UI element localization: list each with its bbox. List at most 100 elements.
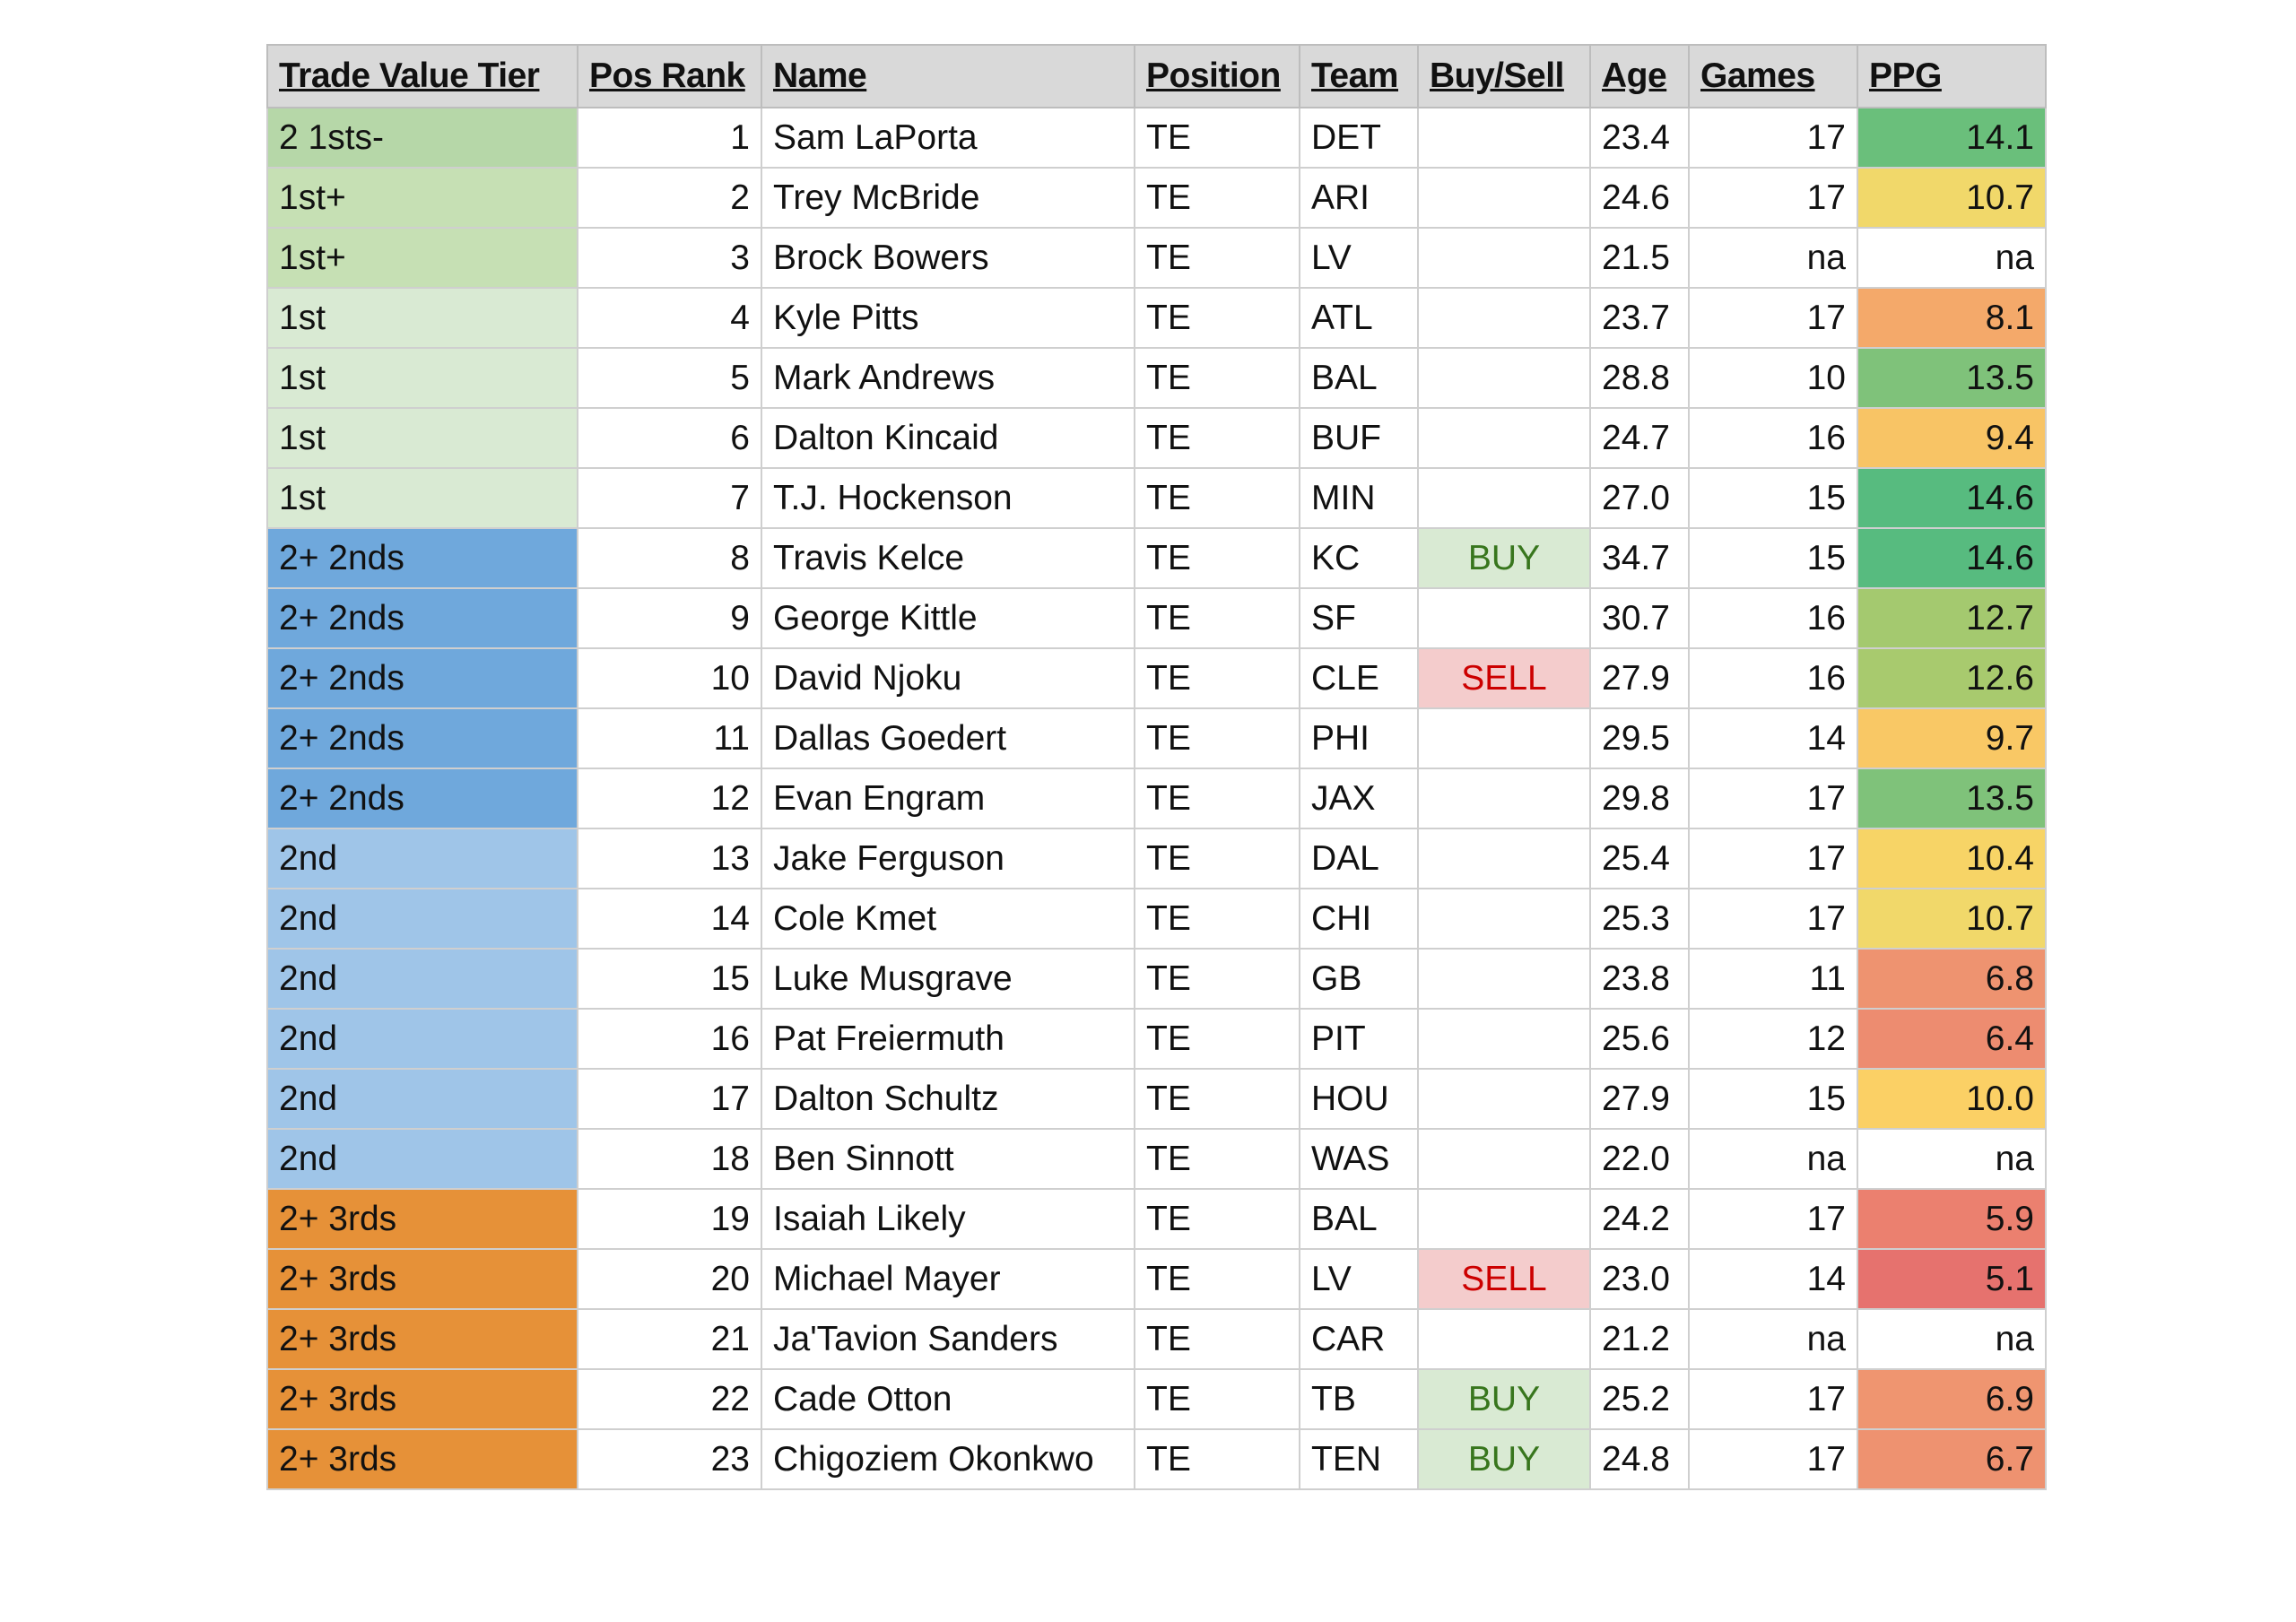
cell-pos-rank: 15 [577, 948, 762, 1010]
cell-position: TE [1134, 768, 1300, 829]
cell-name: Michael Mayer [761, 1248, 1135, 1310]
cell-pos-rank: 14 [577, 888, 762, 950]
cell-buy-sell: SELL [1417, 1248, 1591, 1310]
cell-buy-sell [1417, 227, 1591, 289]
cell-name: Kyle Pitts [761, 287, 1135, 349]
cell-tier: 1st+ [266, 227, 578, 289]
cell-pos-rank: 19 [577, 1188, 762, 1250]
cell-pos-rank: 12 [577, 768, 762, 829]
table-row: 2+ 2nds 12 Evan Engram TE JAX 29.8 17 13.5 [266, 768, 2047, 829]
cell-age: 30.7 [1589, 587, 1690, 649]
cell-tier: 2+ 2nds [266, 647, 578, 709]
cell-tier: 2+ 3rds [266, 1428, 578, 1490]
cell-tier: 1st [266, 407, 578, 469]
cell-position: TE [1134, 467, 1300, 529]
cell-buy-sell [1417, 1188, 1591, 1250]
cell-name: Mark Andrews [761, 347, 1135, 409]
cell-pos-rank: 22 [577, 1368, 762, 1430]
cell-buy-sell: BUY [1417, 527, 1591, 589]
cell-name: Ja'Tavion Sanders [761, 1308, 1135, 1370]
cell-team: BUF [1299, 407, 1419, 469]
cell-tier: 2+ 3rds [266, 1368, 578, 1430]
cell-position: TE [1134, 227, 1300, 289]
cell-name: Cole Kmet [761, 888, 1135, 950]
cell-age: 27.9 [1589, 647, 1690, 709]
table-row: 2+ 2nds 11 Dallas Goedert TE PHI 29.5 14 9.7 [266, 707, 2047, 769]
cell-buy-sell [1417, 287, 1591, 349]
cell-name: Dallas Goedert [761, 707, 1135, 769]
cell-pos-rank: 4 [577, 287, 762, 349]
cell-tier: 2nd [266, 888, 578, 950]
cell-pos-rank: 1 [577, 107, 762, 169]
cell-games: 14 [1688, 1248, 1858, 1310]
cell-buy-sell: SELL [1417, 647, 1591, 709]
cell-pos-rank: 2 [577, 167, 762, 229]
table-row: 2 1sts- 1 Sam LaPorta TE DET 23.4 17 14.1 [266, 107, 2047, 169]
header-pos-rank: Pos Rank [577, 44, 762, 108]
table-row: 2nd 17 Dalton Schultz TE HOU 27.9 15 10.0 [266, 1068, 2047, 1130]
cell-ppg: 6.4 [1857, 1008, 2047, 1070]
cell-ppg: 9.4 [1857, 407, 2047, 469]
cell-age: 22.0 [1589, 1128, 1690, 1190]
cell-buy-sell [1417, 707, 1591, 769]
cell-age: 25.3 [1589, 888, 1690, 950]
cell-games: 12 [1688, 1008, 1858, 1070]
cell-position: TE [1134, 1188, 1300, 1250]
cell-team: WAS [1299, 1128, 1419, 1190]
cell-pos-rank: 9 [577, 587, 762, 649]
cell-team: MIN [1299, 467, 1419, 529]
table-row: 2nd 13 Jake Ferguson TE DAL 25.4 17 10.4 [266, 828, 2047, 889]
cell-team: PIT [1299, 1008, 1419, 1070]
cell-buy-sell [1417, 347, 1591, 409]
cell-buy-sell: BUY [1417, 1428, 1591, 1490]
cell-age: 24.8 [1589, 1428, 1690, 1490]
header-buy-sell: Buy/Sell [1417, 44, 1591, 108]
cell-team: CHI [1299, 888, 1419, 950]
header-position: Position [1134, 44, 1300, 108]
cell-age: 34.7 [1589, 527, 1690, 589]
cell-pos-rank: 3 [577, 227, 762, 289]
table-row: 2nd 15 Luke Musgrave TE GB 23.8 11 6.8 [266, 948, 2047, 1010]
cell-ppg: 10.0 [1857, 1068, 2047, 1130]
cell-tier: 2nd [266, 1008, 578, 1070]
table-body: 2 1sts- 1 Sam LaPorta TE DET 23.4 17 14.1 1st+ 2 T… [266, 107, 2047, 1490]
cell-buy-sell [1417, 587, 1591, 649]
cell-tier: 2nd [266, 1068, 578, 1130]
cell-buy-sell [1417, 828, 1591, 889]
cell-age: 24.6 [1589, 167, 1690, 229]
cell-ppg: 14.6 [1857, 467, 2047, 529]
cell-team: BAL [1299, 1188, 1419, 1250]
cell-buy-sell [1417, 1068, 1591, 1130]
cell-name: George Kittle [761, 587, 1135, 649]
cell-age: 25.4 [1589, 828, 1690, 889]
cell-ppg: 8.1 [1857, 287, 2047, 349]
cell-position: TE [1134, 707, 1300, 769]
cell-games: 15 [1688, 467, 1858, 529]
table-row: 1st 4 Kyle Pitts TE ATL 23.7 17 8.1 [266, 287, 2047, 349]
cell-pos-rank: 20 [577, 1248, 762, 1310]
cell-games: 17 [1688, 167, 1858, 229]
cell-name: Chigoziem Okonkwo [761, 1428, 1135, 1490]
cell-team: HOU [1299, 1068, 1419, 1130]
cell-name: Sam LaPorta [761, 107, 1135, 169]
cell-ppg: 6.8 [1857, 948, 2047, 1010]
cell-games: na [1688, 1308, 1858, 1370]
table-row: 2+ 3rds 22 Cade Otton TE TB BUY 25.2 17 6.9 [266, 1368, 2047, 1430]
cell-age: 29.8 [1589, 768, 1690, 829]
cell-team: DAL [1299, 828, 1419, 889]
cell-position: TE [1134, 1128, 1300, 1190]
cell-tier: 2+ 3rds [266, 1188, 578, 1250]
cell-position: TE [1134, 1428, 1300, 1490]
cell-pos-rank: 23 [577, 1428, 762, 1490]
cell-tier: 2+ 3rds [266, 1308, 578, 1370]
cell-tier: 1st [266, 467, 578, 529]
cell-team: JAX [1299, 768, 1419, 829]
cell-pos-rank: 6 [577, 407, 762, 469]
table-row: 2+ 3rds 23 Chigoziem Okonkwo TE TEN BUY 24.8 17… [266, 1428, 2047, 1490]
cell-age: 25.6 [1589, 1008, 1690, 1070]
cell-games: 17 [1688, 1188, 1858, 1250]
cell-team: CAR [1299, 1308, 1419, 1370]
table-row: 2+ 3rds 20 Michael Mayer TE LV SELL 23.0 14 5.1 [266, 1248, 2047, 1310]
cell-age: 23.0 [1589, 1248, 1690, 1310]
cell-buy-sell: BUY [1417, 1368, 1591, 1430]
